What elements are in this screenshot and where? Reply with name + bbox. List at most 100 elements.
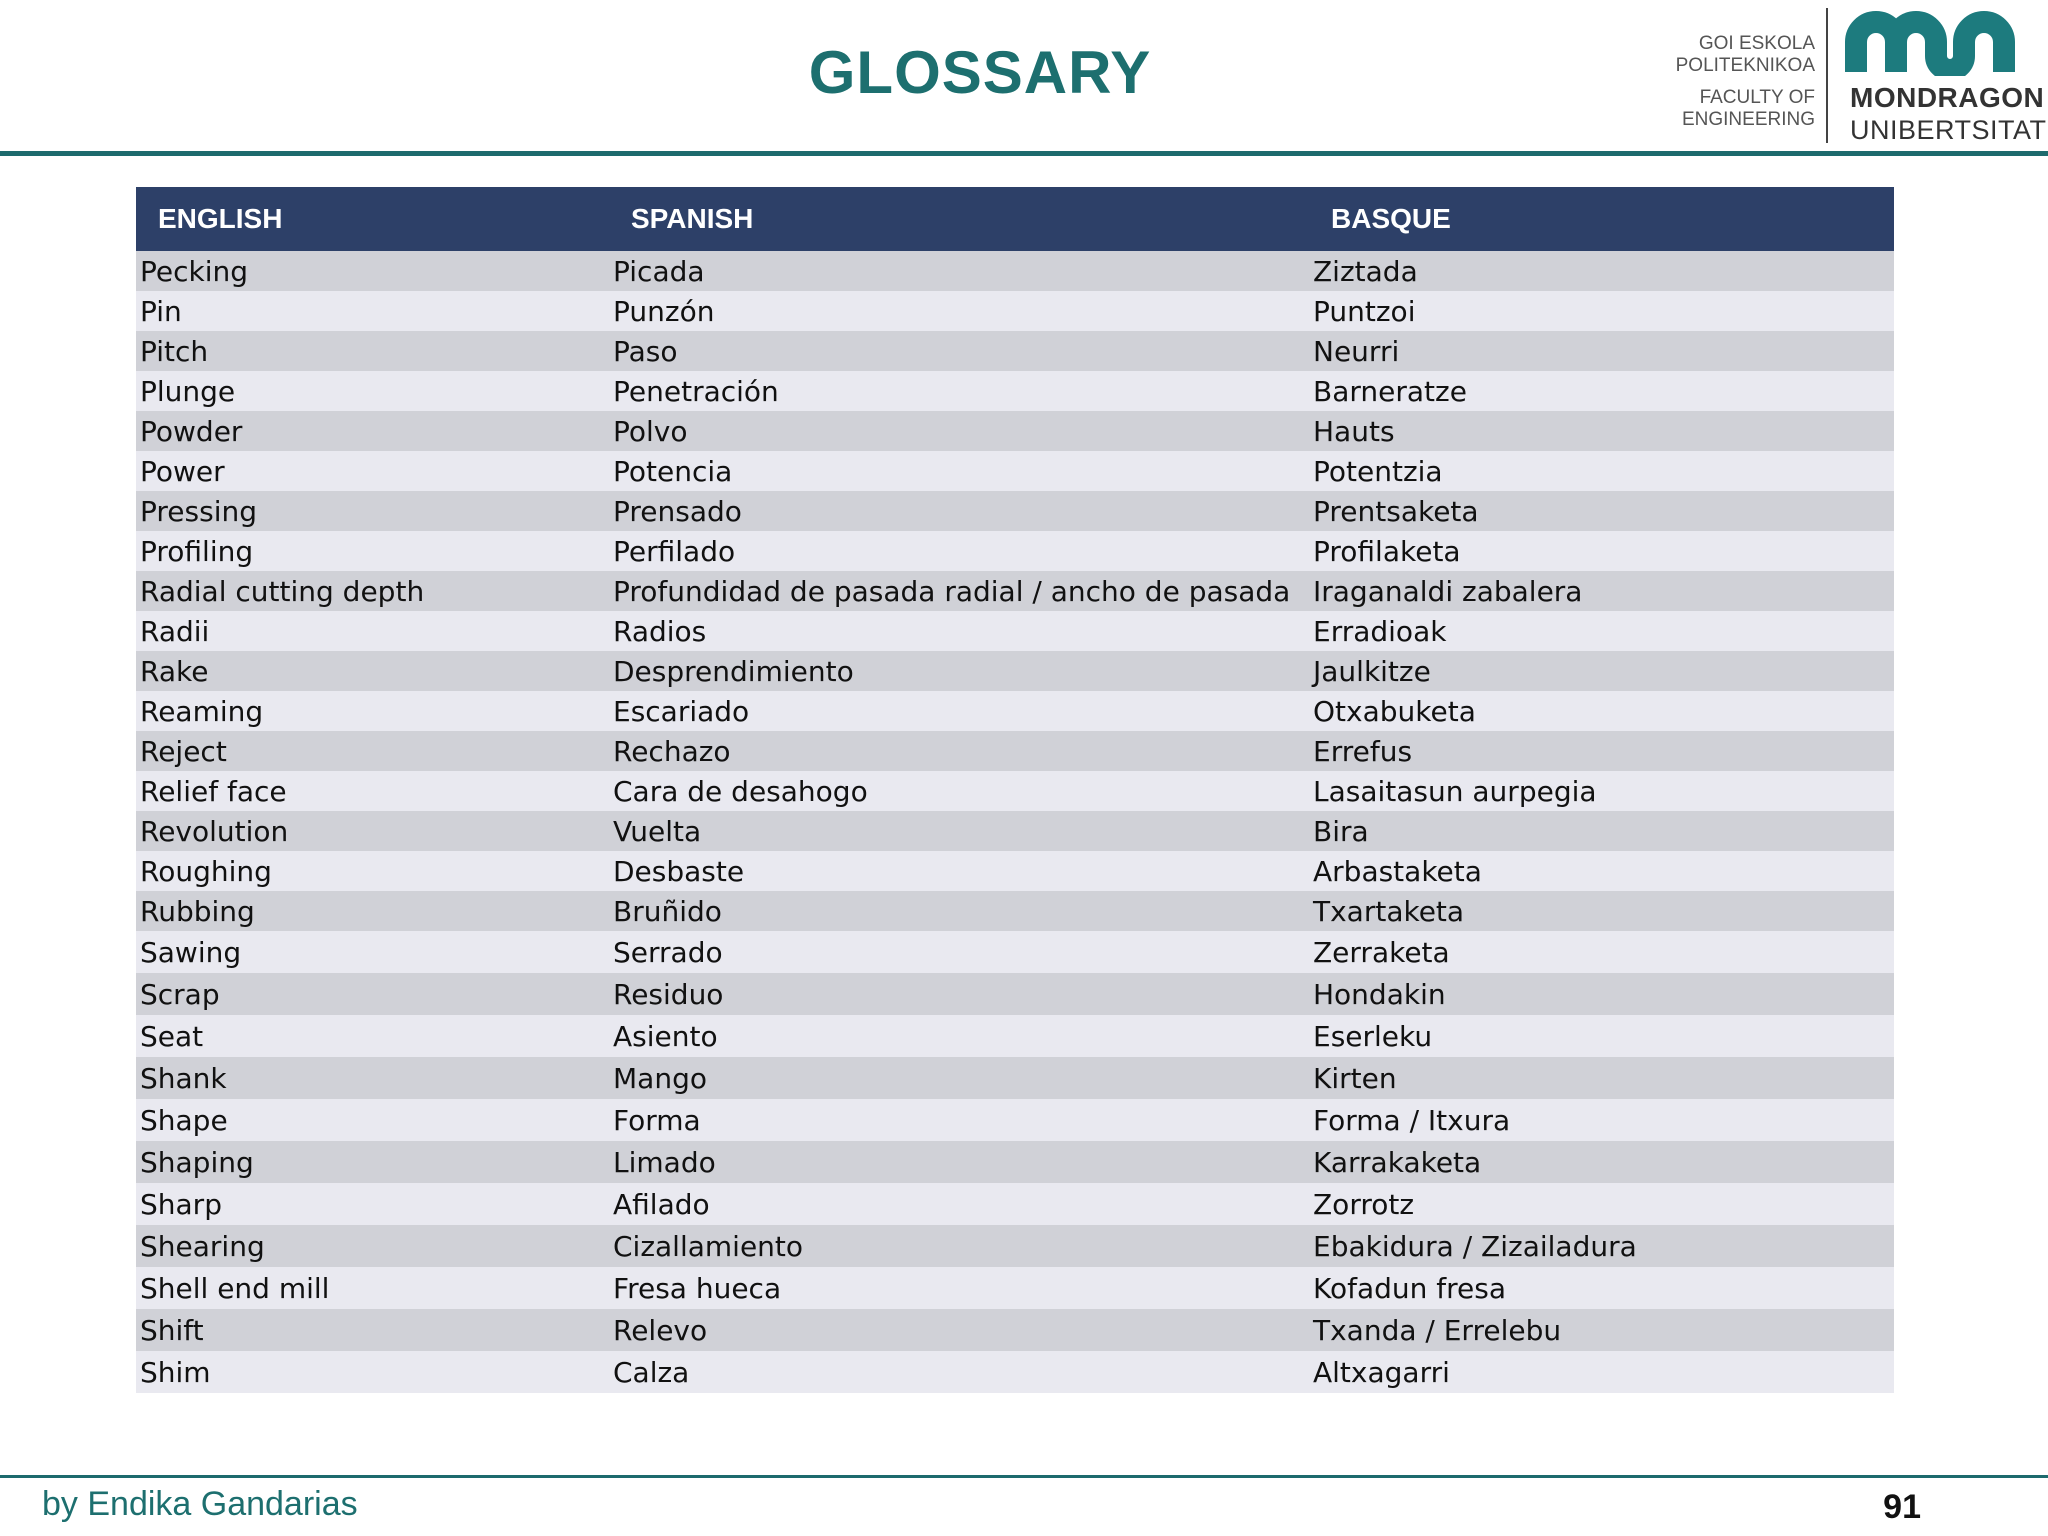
cell-english: Pin [140, 294, 182, 328]
table-row: Pecking Picada Ziztada [136, 251, 1894, 291]
university-name-line1: MONDRAGON [1850, 82, 2045, 113]
table-row: Rubbing Bruñido Txartaketa [136, 891, 1894, 931]
cell-basque: Potentzia [1313, 454, 1443, 488]
cell-english: Shaping [140, 1145, 254, 1179]
column-header-spanish: SPANISH [631, 203, 754, 234]
cell-spanish: Desbaste [613, 854, 745, 888]
table-row: Radii Radios Erradioak [136, 611, 1894, 651]
table-row: Powder Polvo Hauts [136, 411, 1894, 451]
cell-basque: Barneratze [1313, 374, 1467, 408]
cell-basque: Altxagarri [1313, 1355, 1450, 1389]
table-row: Seat Asiento Eserleku [136, 1015, 1894, 1057]
cell-basque: Bira [1313, 814, 1369, 848]
cell-spanish: Punzón [613, 294, 715, 328]
cell-spanish: Potencia [613, 454, 733, 488]
cell-english: Scrap [140, 977, 220, 1011]
table-row: Radial cutting depth Profundidad de pasad… [136, 571, 1894, 611]
cell-spanish: Limado [613, 1145, 716, 1179]
page-number: 91 [1883, 1488, 1921, 1526]
table-row: Roughing Desbaste Arbastaketa [136, 851, 1894, 891]
table-row: Shim Calza Altxagarri [136, 1351, 1894, 1393]
faculty-line: GOI ESKOLA [1698, 33, 1815, 54]
table-row: Pressing Prensado Prentsaketa [136, 491, 1894, 531]
cell-english: Sharp [140, 1187, 222, 1221]
table-row: Profiling Perfilado Profilaketa [136, 531, 1894, 571]
cell-basque: Txanda / Errelebu [1313, 1313, 1562, 1347]
cell-basque: Hauts [1313, 414, 1395, 448]
cell-basque: Jaulkitze [1313, 654, 1431, 688]
cell-english: Shell end mill [140, 1271, 330, 1305]
cell-basque: Forma / Itxura [1313, 1103, 1511, 1137]
cell-english: Sawing [140, 935, 242, 969]
cell-spanish: Bruñido [613, 894, 722, 928]
cell-english: Rubbing [140, 894, 255, 928]
cell-spanish: Fresa hueca [613, 1271, 782, 1305]
university-name-line2: UNIBERTSITATEA [1850, 115, 2048, 145]
table-row: Sharp Afilado Zorrotz [136, 1183, 1894, 1225]
cell-basque: Kofadun fresa [1313, 1271, 1507, 1305]
cell-basque: Arbastaketa [1313, 854, 1482, 888]
faculty-line: FACULTY OF [1699, 87, 1815, 108]
cell-english: Pitch [140, 334, 209, 368]
table-row: Sawing Serrado Zerraketa [136, 931, 1894, 973]
logo-divider [1826, 8, 1828, 143]
glossary-table: ENGLISH SPANISH BASQUE Pecking Picada Zizt… [136, 187, 1894, 1393]
cell-english: Revolution [140, 814, 289, 848]
page-title: GLOSSARY [808, 39, 1152, 106]
cell-spanish: Prensado [613, 494, 742, 528]
cell-spanish: Desprendimiento [613, 654, 854, 688]
table-row: Relief face Cara de desahogo Lasaitasun au… [136, 771, 1894, 811]
cell-english: Rake [140, 654, 209, 688]
cell-basque: Karrakaketa [1313, 1145, 1482, 1179]
cell-english: Power [140, 454, 225, 488]
cell-spanish: Picada [613, 254, 705, 288]
table-row: Reject Rechazo Errefus [136, 731, 1894, 771]
table-row: Pitch Paso Neurri [136, 331, 1894, 371]
cell-english: Plunge [140, 374, 236, 408]
cell-english: Profiling [140, 534, 254, 568]
cell-english: Radial cutting depth [140, 574, 425, 608]
cell-spanish: Escariado [613, 694, 750, 728]
university-name: MONDRAGON UNIBERTSITATEA [1850, 82, 2048, 146]
cell-english: Pressing [140, 494, 257, 528]
table-row: Shell end mill Fresa hueca Kofadun fresa [136, 1267, 1894, 1309]
cell-english: Roughing [140, 854, 272, 888]
table-row: Scrap Residuo Hondakin [136, 973, 1894, 1015]
footer-divider [0, 1475, 2048, 1478]
cell-english: Shape [140, 1103, 228, 1137]
cell-spanish: Polvo [613, 414, 688, 448]
cell-spanish: Cizallamiento [613, 1229, 804, 1263]
cell-basque: Otxabuketa [1313, 694, 1476, 728]
cell-english: Radii [140, 614, 210, 648]
cell-english: Powder [140, 414, 243, 448]
table-row: Revolution Vuelta Bira [136, 811, 1894, 851]
faculty-label: GOI ESKOLA POLITEKNIKOA FACULTY OF ENGIN… [1676, 33, 1815, 131]
cell-basque: Zerraketa [1313, 935, 1450, 969]
column-header-basque: BASQUE [1331, 203, 1451, 234]
cell-english: Reaming [140, 694, 264, 728]
cell-english: Shearing [140, 1229, 265, 1263]
table-row: Shift Relevo Txanda / Errelebu [136, 1309, 1894, 1351]
cell-basque: Profilaketa [1313, 534, 1461, 568]
cell-basque: Kirten [1313, 1061, 1397, 1095]
table-row: Rake Desprendimiento Jaulkitze [136, 651, 1894, 691]
cell-spanish: Serrado [613, 935, 723, 969]
cell-english: Seat [140, 1019, 204, 1053]
cell-basque: Eserleku [1313, 1019, 1433, 1053]
table-row: Plunge Penetración Barneratze [136, 371, 1894, 411]
cell-spanish: Afilado [613, 1187, 710, 1221]
cell-basque: Lasaitasun aurpegia [1313, 774, 1597, 808]
footer-author: by Endika Gandarias [42, 1485, 358, 1523]
table-row: Shank Mango Kirten [136, 1057, 1894, 1099]
cell-basque: Errefus [1313, 734, 1413, 768]
faculty-line: ENGINEERING [1681, 109, 1815, 130]
cell-spanish: Cara de desahogo [613, 774, 868, 808]
mondragon-logo-mark-icon [1845, 11, 2015, 76]
table-body: Pecking Picada Ziztada Pin Punzón Puntzoi Pitc… [136, 251, 1894, 1393]
cell-basque: Ebakidura / Zizailadura [1313, 1229, 1637, 1263]
cell-spanish: Profundidad de pasada radial / ancho de … [613, 574, 1291, 608]
cell-basque: Erradioak [1313, 614, 1447, 648]
cell-basque: Prentsaketa [1313, 494, 1479, 528]
cell-spanish: Penetración [613, 374, 779, 408]
cell-basque: Hondakin [1313, 977, 1446, 1011]
